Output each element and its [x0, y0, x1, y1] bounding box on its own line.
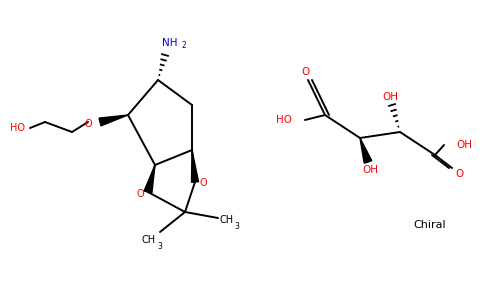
Text: O: O	[455, 169, 463, 179]
Polygon shape	[99, 115, 128, 126]
Text: O: O	[136, 189, 144, 199]
Polygon shape	[192, 150, 198, 182]
Text: OH: OH	[382, 92, 398, 102]
Text: OH: OH	[362, 165, 378, 175]
Text: CH: CH	[142, 235, 156, 245]
Polygon shape	[360, 138, 372, 163]
Text: HO: HO	[10, 123, 25, 133]
Text: OH: OH	[456, 140, 472, 150]
Text: HO: HO	[276, 115, 292, 125]
Text: 3: 3	[234, 222, 239, 231]
Text: CH: CH	[220, 215, 234, 225]
Text: O: O	[84, 119, 92, 129]
Text: O: O	[302, 67, 310, 77]
Text: O: O	[199, 178, 207, 188]
Text: NH: NH	[162, 38, 178, 48]
Text: 2: 2	[182, 40, 187, 50]
Polygon shape	[144, 165, 155, 193]
Text: 3: 3	[157, 242, 162, 251]
Text: Chiral: Chiral	[414, 220, 446, 230]
